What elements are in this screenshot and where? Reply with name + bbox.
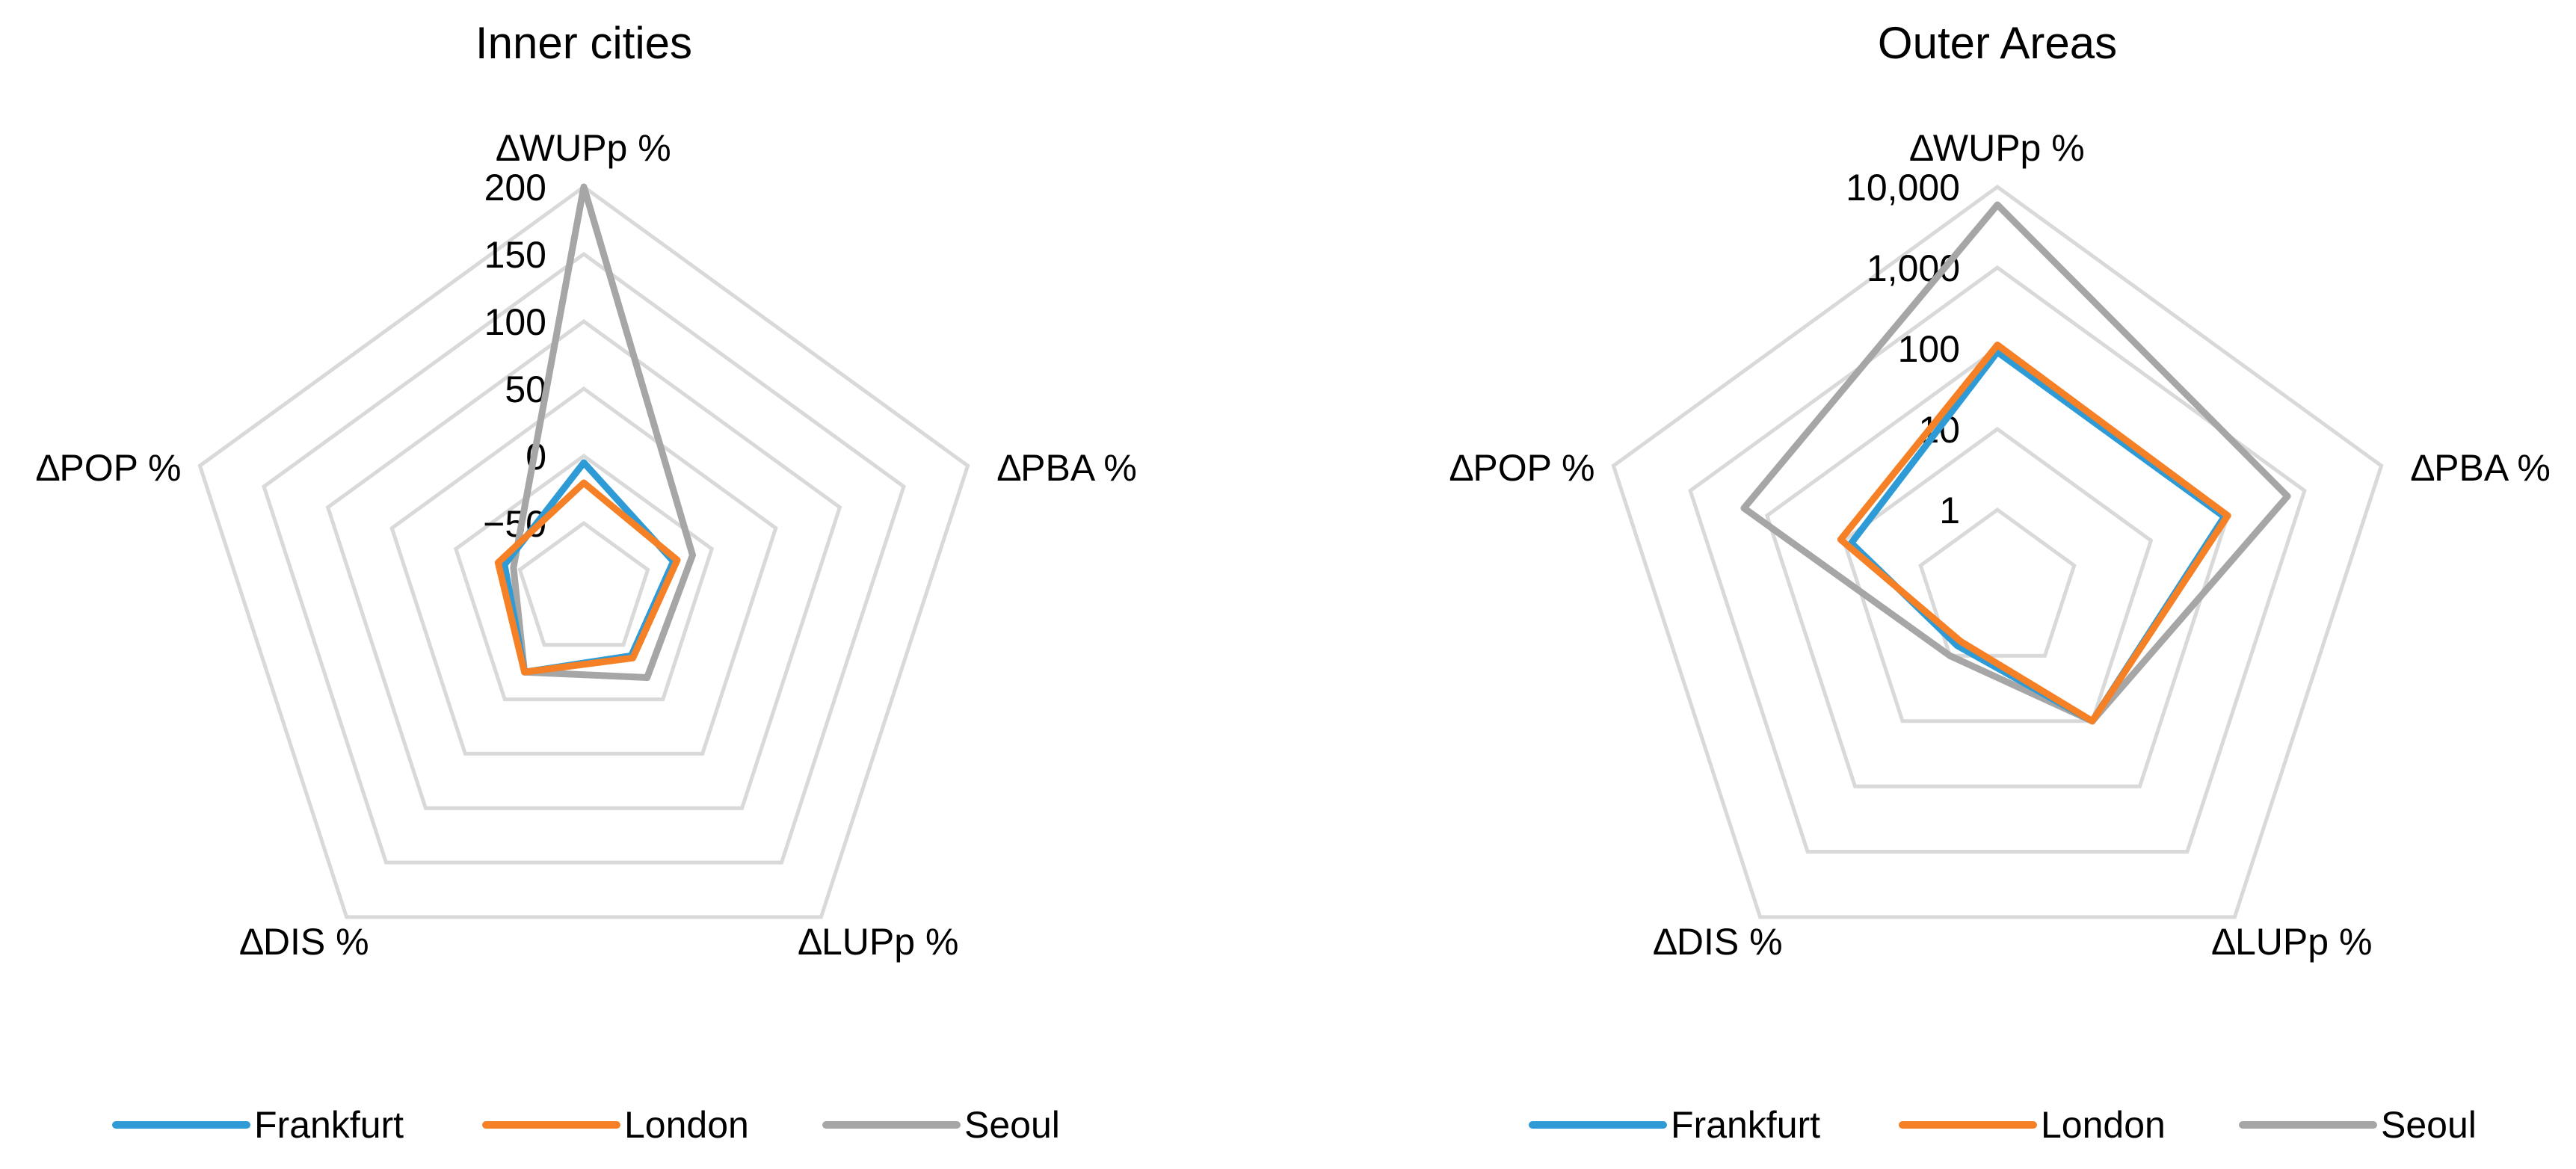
- series-line-london: [494, 479, 681, 676]
- chart-title: Inner cities: [475, 18, 692, 68]
- legend-label: London: [2041, 1104, 2166, 1146]
- axis-label: ∆PBA %: [998, 447, 1137, 489]
- legend-label: Frankfurt: [254, 1104, 404, 1146]
- axis-label: ∆WUPp %: [1910, 127, 2084, 169]
- series-line-frankfurt: [1848, 348, 2228, 725]
- tick-label: 200: [484, 167, 546, 209]
- legend-label: Seoul: [964, 1104, 1060, 1146]
- axis-label: ∆PBA %: [2412, 447, 2551, 489]
- tick-label: 50: [505, 368, 546, 410]
- grid-ring: [453, 453, 715, 702]
- grid-ring: [325, 318, 842, 810]
- axis-label: ∆DIS %: [1654, 921, 1782, 963]
- grid-ring: [389, 386, 778, 756]
- tick-label: 100: [1898, 328, 1960, 370]
- series-line-seoul: [510, 183, 697, 681]
- axis-label: ∆DIS %: [240, 921, 369, 963]
- grid-ring: [262, 251, 906, 865]
- chart-title: Outer Areas: [1878, 18, 2117, 68]
- grid-ring: [517, 520, 650, 647]
- tick-label: 150: [484, 234, 546, 276]
- legend-label: Seoul: [2381, 1104, 2477, 1146]
- tick-label: 100: [484, 301, 546, 343]
- axis-label: ∆WUPp %: [496, 127, 671, 169]
- axis-label: ∆POP %: [37, 447, 182, 489]
- grid-ring: [1688, 265, 2307, 854]
- series-line-seoul: [1740, 201, 2291, 725]
- grid-ring: [1918, 507, 2077, 658]
- legend-label: Frankfurt: [1671, 1104, 1820, 1146]
- axis-label: ∆POP %: [1450, 447, 1595, 489]
- axis-label: ∆LUPp %: [2212, 921, 2372, 963]
- grid-ring: [1611, 184, 2384, 919]
- tick-label: 1: [1939, 490, 1960, 531]
- series-line-london: [1837, 342, 2231, 725]
- axis-label: ∆LUPp %: [798, 921, 958, 963]
- grid-ring: [197, 184, 970, 919]
- legend-label: London: [624, 1104, 749, 1146]
- tick-label: 10,000: [1846, 167, 1960, 209]
